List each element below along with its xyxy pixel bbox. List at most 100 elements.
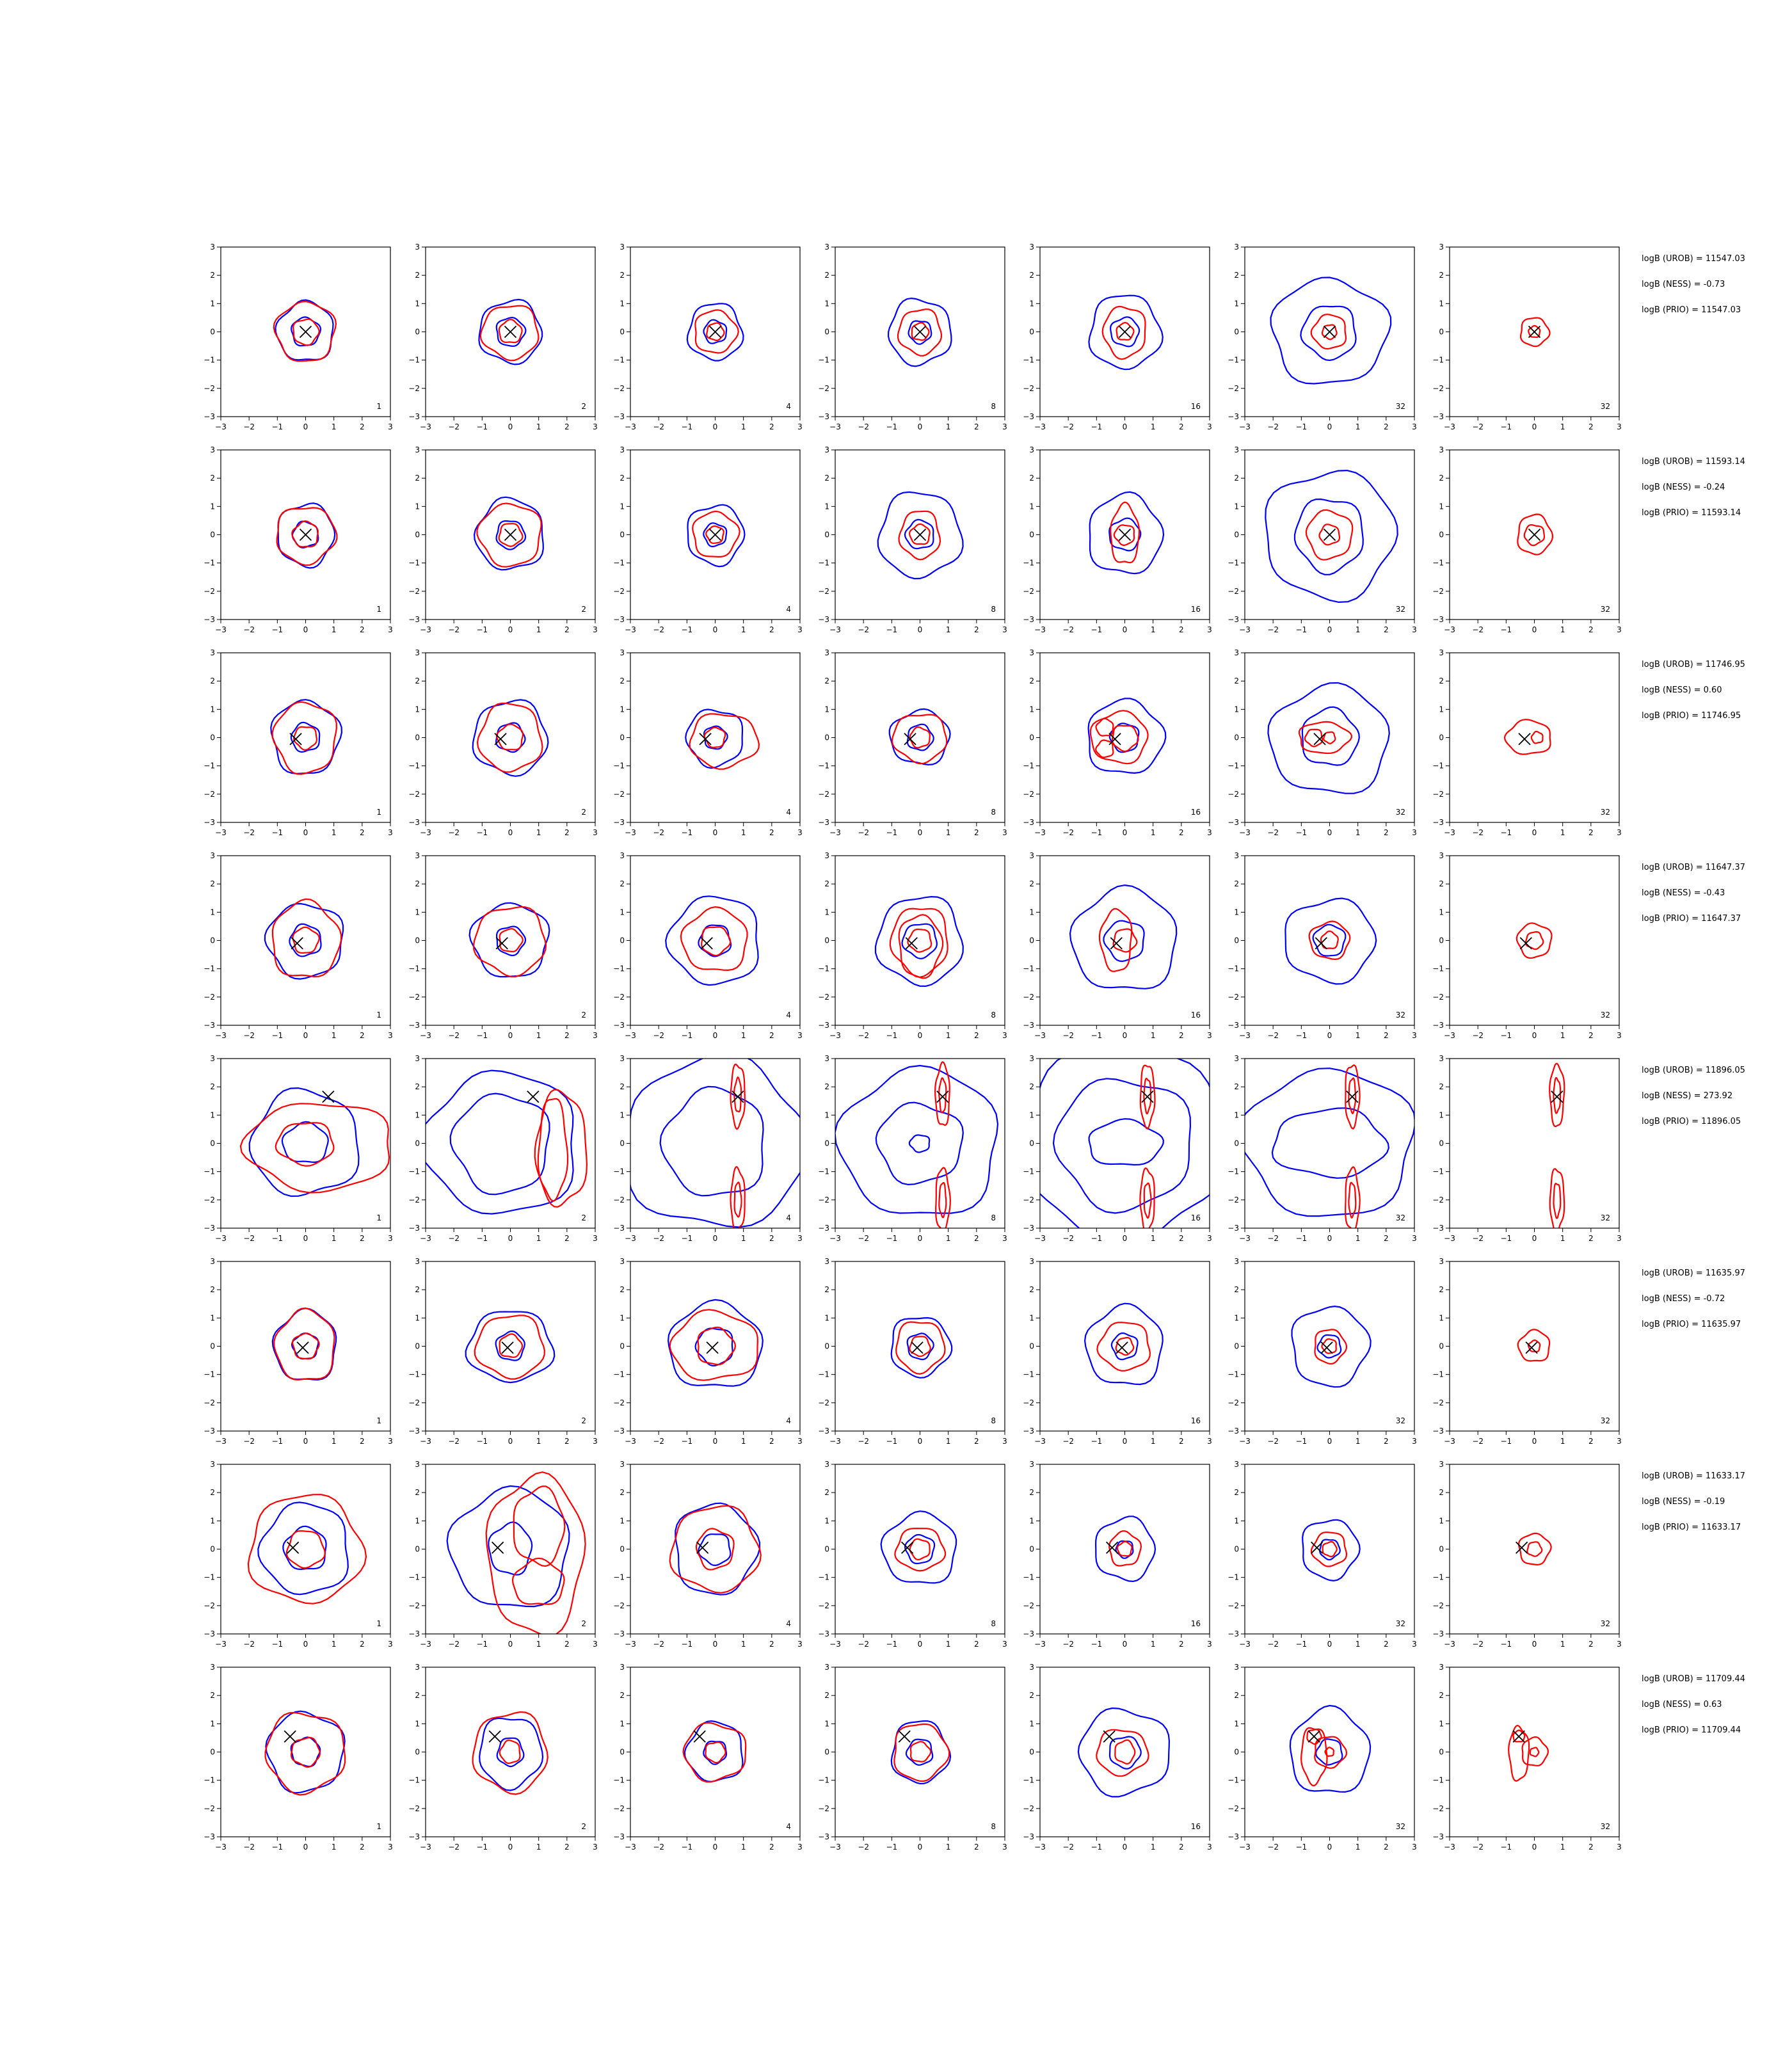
y-tick-label: 2	[1439, 1488, 1444, 1497]
x-tick-label: 3	[388, 1234, 393, 1243]
subplot-r1-c4: −3 −2 −1 0 1 2 3 −3 −2 −1 0 1 2 3 8	[818, 243, 1007, 431]
plot-area	[273, 299, 337, 362]
x-tick-label: 2	[1384, 1437, 1389, 1446]
x-tick-label: 3	[388, 625, 393, 634]
y-tick-label: 2	[1234, 676, 1239, 685]
plot-area	[877, 491, 964, 580]
plot-area	[1087, 698, 1167, 774]
x-tick-label: 1	[1560, 1640, 1565, 1649]
y-tick-label: −1	[1432, 559, 1444, 568]
y-tick-label: 0	[415, 1545, 420, 1554]
y-tick-label: −2	[1023, 1601, 1034, 1610]
y-tick-label: 3	[620, 445, 625, 454]
red-contour	[495, 723, 524, 751]
panel-label: 16	[1191, 605, 1201, 614]
y-tick-label: 2	[824, 474, 829, 483]
x-tick-label: −3	[1034, 828, 1046, 837]
x-tick-label: 2	[1588, 1031, 1594, 1040]
y-tick-label: 1	[1234, 502, 1239, 511]
y-tick-label: 1	[210, 1719, 215, 1728]
panel-label: 8	[991, 808, 996, 817]
subplot-r4-c3: −3 −2 −1 0 1 2 3 −3 −2 −1 0 1 2 3 4	[613, 851, 803, 1040]
y-tick-label: −1	[204, 762, 215, 771]
x-tick-label: 2	[769, 1640, 774, 1649]
axes-frame	[630, 1464, 801, 1635]
red-contour	[1320, 930, 1339, 950]
red-contour	[498, 319, 523, 344]
x-tick-label: 3	[1412, 625, 1417, 634]
stat-urob: logB (UROB) = 11709.44	[1642, 1674, 1745, 1684]
y-tick-label: 0	[1234, 936, 1239, 945]
x-tick-label: 0	[1123, 1640, 1128, 1649]
blue-contour	[1291, 1305, 1372, 1388]
y-tick-label: 0	[1234, 328, 1239, 337]
x-tick-label: 3	[1412, 1234, 1417, 1243]
y-tick-label: 2	[824, 1285, 829, 1294]
y-tick-label: −3	[1228, 1224, 1239, 1233]
true-value-marker	[699, 733, 712, 746]
y-tick-label: 1	[824, 1719, 829, 1728]
x-tick-label: −2	[653, 1640, 664, 1649]
axes-frame	[1244, 1058, 1415, 1229]
y-tick-label: −3	[408, 412, 420, 421]
blue-contour	[281, 1121, 329, 1164]
x-tick-label: 1	[1356, 1843, 1361, 1852]
x-tick-label: 3	[593, 1234, 598, 1243]
y-tick-label: −2	[1228, 1601, 1239, 1610]
axes-frame	[1039, 1261, 1210, 1432]
true-value-marker	[527, 1090, 540, 1103]
x-tick-label: 0	[713, 422, 718, 431]
y-tick-label: −1	[1432, 1167, 1444, 1176]
y-tick-label: 3	[1234, 1054, 1239, 1063]
red-contour	[706, 322, 725, 342]
true-value-marker	[1323, 325, 1336, 339]
y-tick-label: 1	[824, 1110, 829, 1119]
x-tick-label: 2	[974, 828, 979, 837]
x-tick-label: −2	[1267, 1843, 1279, 1852]
x-tick-label: −3	[829, 625, 841, 634]
y-tick-label: 2	[1234, 474, 1239, 483]
red-contour	[894, 1527, 947, 1572]
axes-frame	[835, 1261, 1005, 1432]
red-contour	[898, 510, 941, 561]
panel-label: 2	[581, 1011, 586, 1020]
x-tick-label: −2	[1062, 625, 1074, 634]
y-tick-label: −1	[818, 559, 829, 568]
red-contour	[499, 928, 524, 952]
x-tick-label: −2	[1472, 1234, 1484, 1243]
x-tick-label: 2	[564, 625, 570, 634]
x-tick-label: −2	[1062, 828, 1074, 837]
stat-urob: logB (UROB) = 11593.14	[1642, 457, 1745, 467]
y-tick-label: 1	[1439, 1516, 1444, 1525]
x-tick-label: −1	[681, 625, 692, 634]
x-tick-label: 2	[1179, 422, 1184, 431]
blue-contour	[698, 1533, 732, 1567]
red-contour	[897, 308, 943, 357]
x-tick-label: 0	[918, 1031, 923, 1040]
x-tick-label: 1	[741, 1640, 746, 1649]
y-tick-label: 3	[210, 1054, 215, 1063]
y-tick-label: 1	[620, 1110, 625, 1119]
y-tick-label: −3	[1023, 1427, 1034, 1436]
axes-frame	[1449, 1464, 1620, 1635]
blue-contour	[888, 708, 951, 766]
blue-contour	[630, 1059, 800, 1228]
y-tick-label: 0	[1234, 1545, 1239, 1554]
x-tick-label: −2	[653, 422, 664, 431]
axes-frame	[835, 1667, 1005, 1837]
red-contour	[1095, 717, 1114, 737]
true-value-marker	[708, 325, 722, 339]
y-tick-label: 2	[620, 1691, 625, 1700]
true-value-marker	[504, 325, 517, 339]
y-tick-label: 2	[1234, 271, 1239, 280]
x-tick-label: −2	[653, 1437, 664, 1446]
red-contour	[935, 1167, 951, 1228]
red-contour	[1310, 314, 1347, 350]
x-tick-label: 3	[1617, 1640, 1622, 1649]
x-tick-label: 2	[360, 828, 365, 837]
y-tick-label: −1	[613, 1573, 625, 1582]
red-contour	[1527, 1339, 1541, 1353]
stat-prio: logB (PRIO) = 11635.97	[1642, 1320, 1741, 1329]
y-tick-label: −1	[818, 1167, 829, 1176]
y-tick-label: −1	[408, 1167, 420, 1176]
